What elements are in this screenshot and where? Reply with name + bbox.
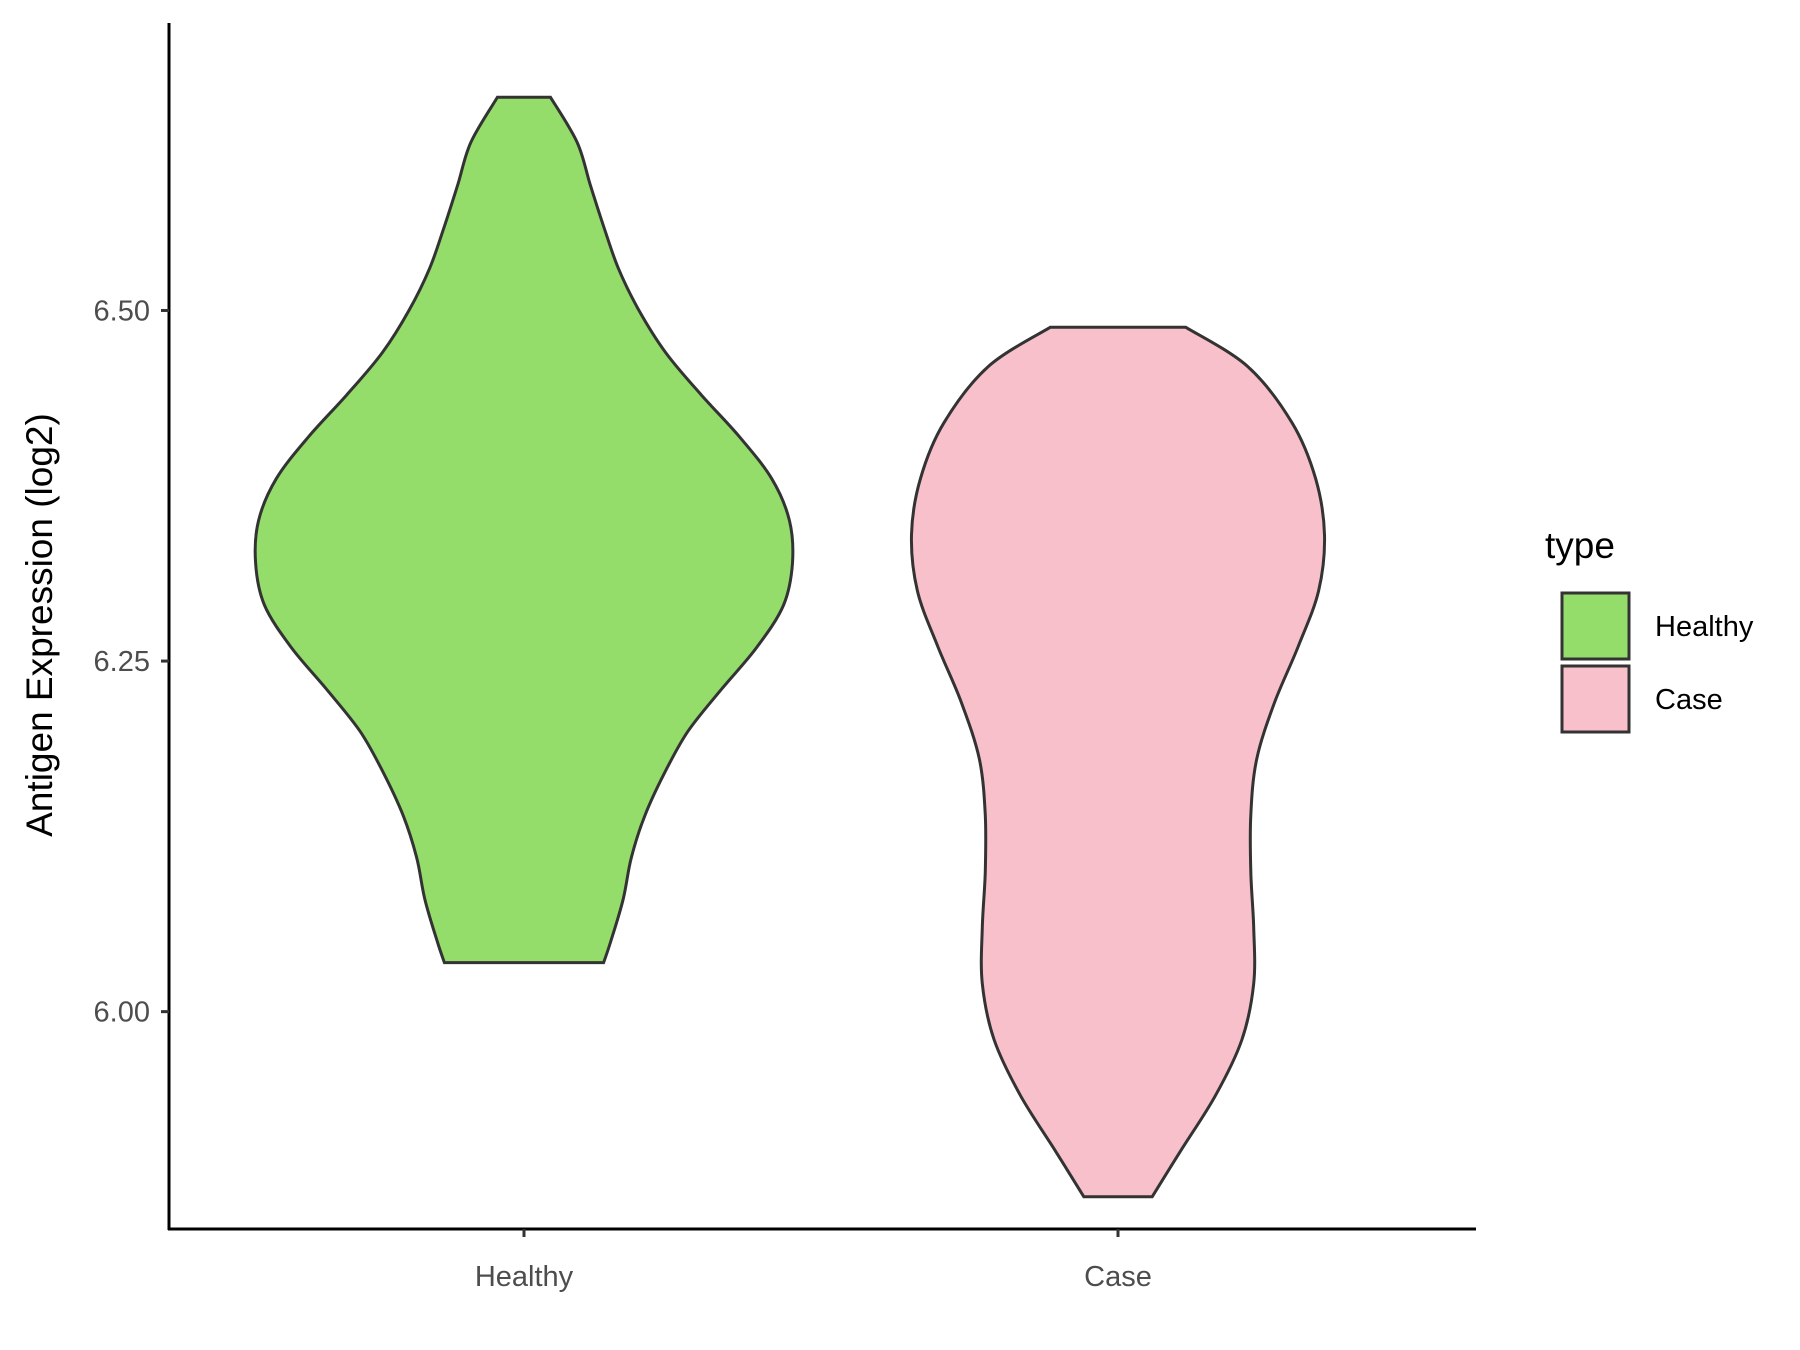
y-tick-label: 6.25 [94,646,150,678]
y-axis-ticks: 6.00 6.25 6.50 [94,295,169,1029]
legend-label-case: Case [1655,684,1723,716]
legend: type Healthy Case [1545,525,1754,734]
violin-case [909,325,1327,1199]
y-axis-title: Antigen Expression (log2) [19,413,60,837]
y-tick-label: 6.00 [94,997,150,1029]
x-axis-ticks: Healthy Case [475,1229,1152,1293]
x-tick-label: Case [1084,1261,1152,1293]
violin-healthy [253,95,795,965]
x-tick-label: Healthy [475,1261,574,1293]
y-tick-label: 6.50 [94,295,150,327]
legend-title: type [1545,525,1615,566]
violin-layer [253,95,1327,1199]
legend-label-healthy: Healthy [1655,611,1754,643]
legend-swatch-case [1560,664,1631,734]
legend-swatch-healthy [1560,591,1631,661]
